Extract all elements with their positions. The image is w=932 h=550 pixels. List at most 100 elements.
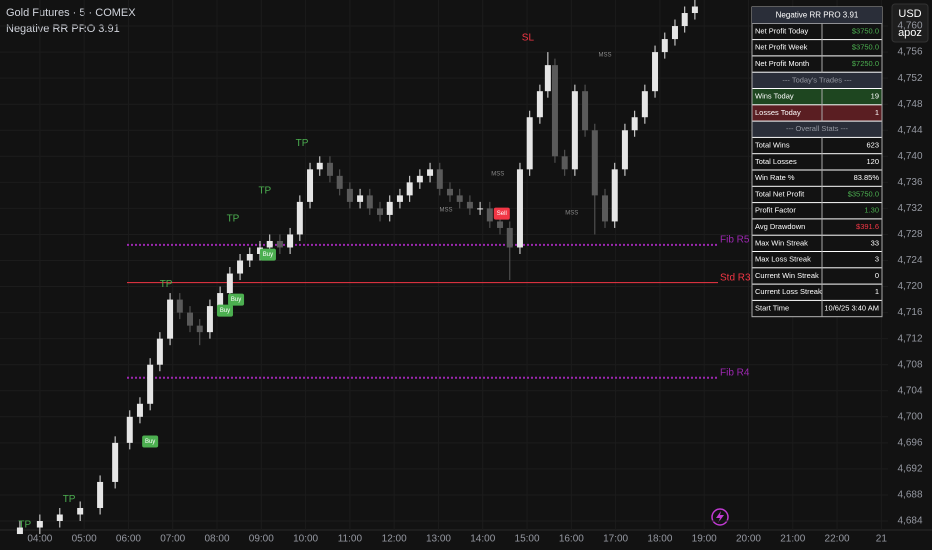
x-tick-label: 21:00 [780,534,805,545]
candle-body [36,521,43,528]
candle-body [516,169,523,248]
stats-value: 623 [866,141,879,150]
stats-label: Profit Factor [755,206,796,215]
user[interactable]: apoz [898,27,922,39]
stats-row-bg [752,89,882,105]
signal-label: Sell [497,211,507,217]
y-tick-label: 4,684 [897,516,922,527]
currency-box[interactable] [891,3,929,43]
annotation: TP [63,494,76,505]
stats-row-bg [752,154,882,170]
candle-body [316,162,323,170]
annotation: TP [227,213,240,224]
x-tick-label: 16:00 [559,534,584,545]
annotation: MSS [565,211,578,217]
candle-body [486,208,493,222]
y-tick-label: 4,712 [897,333,922,344]
candle-body [446,188,453,196]
candle-body [641,91,648,118]
candle-body [427,169,434,176]
stats-value: 1 [875,108,879,117]
x-tick-label: 14:00 [470,534,495,545]
x-tick-label: 11:00 [338,534,363,545]
stats-row-bg [752,235,882,251]
signal-box [216,304,233,317]
signal-label: Buy [220,308,230,314]
x-tick-label: 06:00 [116,534,141,545]
candle-body [326,162,333,176]
stats-header-bg [752,7,882,24]
stats-row-bg [752,268,882,284]
annotation: TP [160,279,173,290]
currency[interactable]: USD [898,8,921,20]
alert-icon[interactable] [711,508,729,526]
stats-label: Wins Today [755,92,794,101]
candle-body [591,130,598,196]
stats-row-bg [752,137,882,154]
stats-value: $35750.0 [848,189,879,198]
x-tick-label: 22:00 [825,534,850,545]
candle-body [336,175,343,189]
stats-row-bg [752,186,882,203]
y-tick-label: 4,716 [897,307,922,318]
candle-body [526,117,533,170]
signal-box [228,293,245,306]
stats-value: 10/6/25 3:40 AM [824,304,879,313]
y-tick-label: 4,736 [897,177,922,188]
stats-row-bg [752,300,882,317]
stats-row-bg [752,219,882,235]
stats-value: 0 [875,271,879,280]
stats-row-bg [752,72,882,88]
stats-row-bg [752,203,882,219]
price-axis-bg [888,0,932,550]
candle-body [357,195,364,202]
annotation: SL [522,32,535,43]
indicator-title: Negative RR PRO 3.91 [6,23,120,35]
candle-body [416,175,423,183]
candle-body [187,312,194,326]
x-tick-label: 04:00 [27,534,52,545]
stats-row-bg [752,252,882,268]
stats-label: Net Profit Month [755,59,809,68]
stats-value: 83.85% [854,173,880,182]
candle-body [167,299,174,339]
candle-body [506,227,513,248]
x-tick-label: 09:00 [249,534,274,545]
signal-label: Buy [145,439,155,445]
stats-row-bg [752,23,882,40]
stats-title: Negative RR PRO 3.91 [776,10,859,19]
annotation: TP [296,138,309,149]
x-tick-label: 07:00 [160,534,185,545]
y-tick-label: 4,724 [897,255,922,266]
candle-body [681,13,688,27]
candle-body [217,293,224,307]
candle-body [366,195,373,209]
x-tick-label: 18:00 [647,534,672,545]
x-tick-label: 20:00 [736,534,761,545]
y-tick-label: 4,748 [897,99,922,110]
candle-body [631,117,638,131]
candle-body [346,188,353,202]
stats-value: 1 [875,287,879,296]
stats-section: --- Overall Stats --- [786,124,849,133]
candle-body [226,273,233,294]
candle-body [296,201,303,235]
stats-label: Current Win Streak [755,271,819,280]
candle-body [386,201,393,215]
stats-value: $391.6 [856,222,879,231]
candle-body [307,169,314,202]
candle-body [477,208,484,210]
stats-row-bg [752,121,882,137]
candle-body [466,201,473,209]
x-tick-label: 13:00 [426,534,451,545]
candle-body [136,403,143,417]
candle-body [691,6,698,14]
signal-box [259,248,276,261]
stats-row-bg [752,40,882,56]
level-label: Std R3 [720,272,751,283]
x-tick-label: 19:00 [692,534,717,545]
annotation: TP [258,185,271,196]
y-tick-label: 4,760 [897,21,922,32]
symbol-title: Gold Futures · 5 · COMEX [6,7,136,19]
